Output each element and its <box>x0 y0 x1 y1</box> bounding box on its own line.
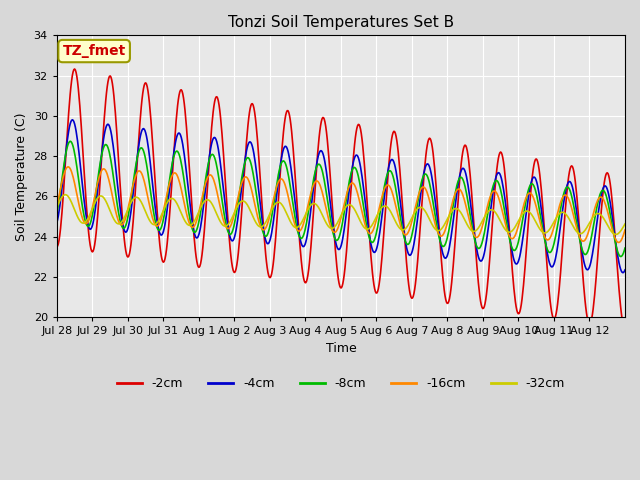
Text: TZ_fmet: TZ_fmet <box>63 44 126 58</box>
Legend: -2cm, -4cm, -8cm, -16cm, -32cm: -2cm, -4cm, -8cm, -16cm, -32cm <box>112 372 570 396</box>
Y-axis label: Soil Temperature (C): Soil Temperature (C) <box>15 112 28 240</box>
X-axis label: Time: Time <box>326 342 356 355</box>
Title: Tonzi Soil Temperatures Set B: Tonzi Soil Temperatures Set B <box>228 15 454 30</box>
